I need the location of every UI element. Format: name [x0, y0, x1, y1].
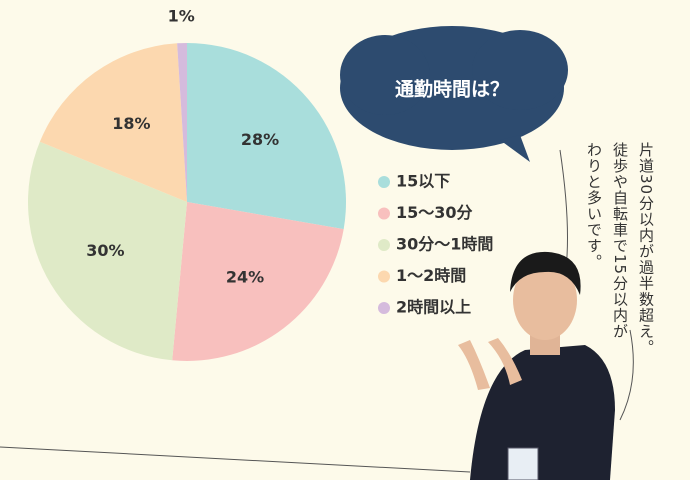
data-label: 28%	[241, 130, 279, 149]
note-line: わりと多いです。	[584, 142, 605, 270]
note-line: 徒歩や自転車で15分以内が	[610, 142, 631, 339]
note-line: 片道30分以内が過半数超え。	[636, 142, 657, 355]
data-label: 24%	[226, 267, 264, 286]
legend-swatch	[378, 176, 390, 188]
data-label: 30%	[86, 241, 124, 260]
divider	[0, 447, 470, 472]
page: 28% 15以下 24% 15～30分 30% 30分～1時間 18% 1～2時間 1% 2時間以…	[0, 0, 690, 480]
speech-bubble: 通勤時間は？	[340, 26, 568, 162]
legend-swatch	[378, 239, 390, 251]
bubble-title: 通勤時間は？	[395, 78, 509, 101]
legend-swatch	[378, 271, 390, 283]
legend-label: 15～30分	[396, 203, 473, 222]
data-label: 18%	[112, 114, 150, 133]
legend-swatch	[378, 208, 390, 220]
legend-label: 15以下	[396, 172, 450, 191]
data-label: 1%	[168, 7, 195, 26]
legend-label: 2時間以上	[396, 298, 471, 317]
legend-label: 1～2時間	[396, 266, 466, 285]
note-stroke	[620, 330, 633, 420]
legend-label: 30分～1時間	[396, 235, 493, 254]
legend-swatch	[378, 302, 390, 314]
person	[458, 252, 615, 480]
